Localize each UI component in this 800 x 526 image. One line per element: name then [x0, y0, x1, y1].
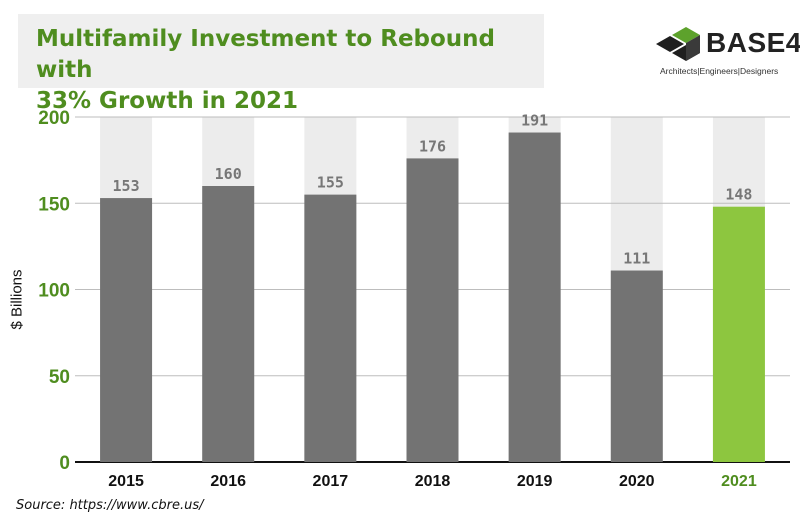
source-note: Source: https://www.cbre.us/	[16, 498, 204, 513]
x-tick-label-2017: 2017	[313, 473, 349, 490]
bar-2016	[202, 186, 255, 462]
x-tick-label-2016: 2016	[210, 473, 246, 490]
title-box: Multifamily Investment to Rebound with 3…	[18, 14, 544, 114]
company-logo: BASE4 Architects|Engineers|Designers	[652, 24, 800, 80]
cube-icon	[656, 27, 700, 61]
data-label-2017: 155	[317, 174, 344, 192]
data-label-2020: 111	[623, 250, 650, 268]
data-label-2016: 160	[215, 165, 242, 183]
bar-2017	[304, 194, 357, 462]
bar-2021	[712, 206, 765, 462]
x-tick-label-2015: 2015	[108, 473, 144, 490]
x-tick-label-2019: 2019	[517, 473, 553, 490]
y-tick-label: 50	[49, 367, 70, 388]
x-tick-label-2018: 2018	[415, 473, 451, 490]
chart-title-line2: 33% Growth in 2021	[36, 88, 298, 114]
bar-2020	[610, 270, 663, 462]
data-label-2021: 148	[725, 186, 752, 204]
bar-2015	[100, 198, 153, 462]
data-label-2018: 176	[419, 137, 446, 155]
y-tick-label: 0	[59, 453, 70, 474]
logo-wordmark: BASE4	[706, 27, 800, 58]
x-tick-label-2020: 2020	[619, 473, 655, 490]
logo-tagline: Architects|Engineers|Designers	[660, 66, 779, 76]
y-tick-label: 100	[38, 281, 70, 302]
bar-2018	[406, 158, 459, 462]
chart-title: Multifamily Investment to Rebound with 3…	[36, 24, 544, 117]
chart-title-line1: Multifamily Investment to Rebound with	[36, 26, 496, 83]
bar-2019	[508, 132, 561, 462]
data-label-2019: 191	[521, 112, 548, 130]
x-tick-label-2021: 2021	[721, 473, 757, 490]
y-tick-label: 150	[38, 194, 70, 215]
y-axis-label: $ Billions	[8, 269, 26, 330]
data-label-2015: 153	[113, 177, 140, 195]
y-tick-label: 200	[38, 108, 70, 129]
